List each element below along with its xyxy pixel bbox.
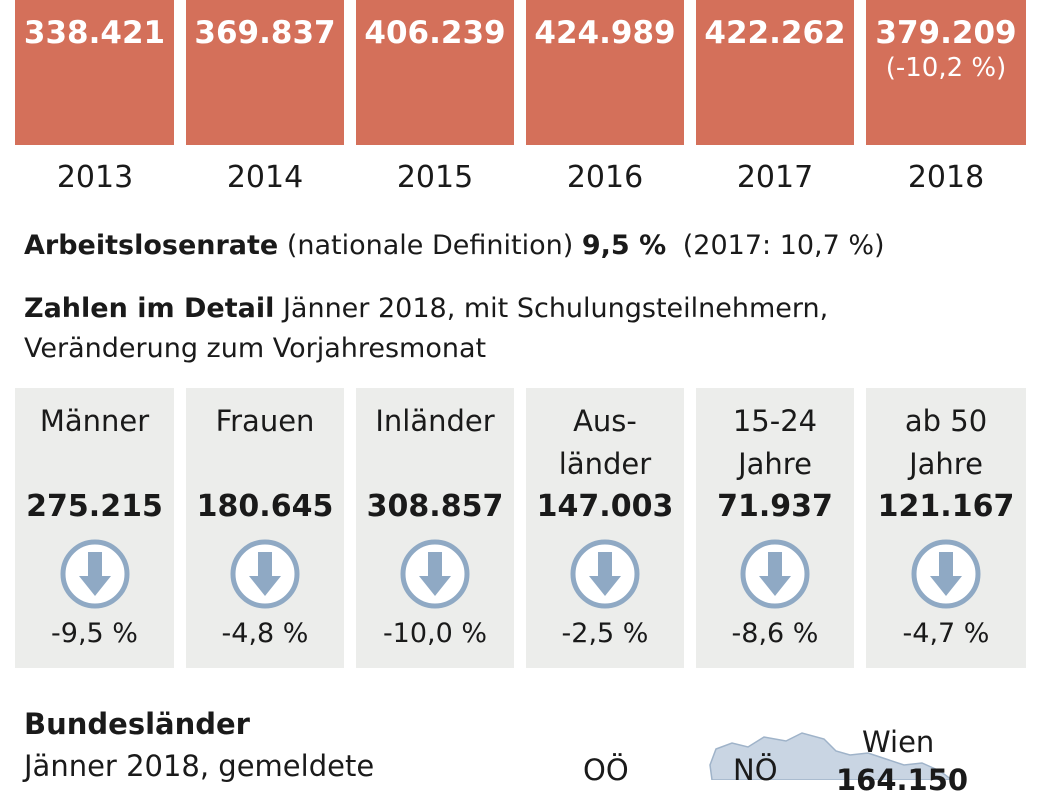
bar-value-label: 406.239	[364, 15, 506, 51]
x-tick-label: 2015	[396, 160, 474, 195]
rate-label: Arbeitslosenrate	[24, 230, 279, 261]
rate-previous: (2017: 10,7 %)	[682, 230, 885, 261]
detail-heading: Zahlen im Detail Jänner 2018, mit Schulu…	[24, 289, 1024, 369]
card-change: -10,0 %	[382, 618, 488, 649]
card-frauen: Frauen 180.645 -4,8 %	[186, 388, 344, 668]
detail-title: Zahlen im Detail	[24, 293, 275, 324]
card-value: 147.003	[536, 489, 674, 524]
map-label-ooe: OÖ	[583, 753, 629, 787]
card-change: -4,7 %	[902, 618, 990, 649]
rate-value: 9,5 %	[581, 230, 667, 261]
bar-2014: 369.837	[186, 0, 344, 145]
card-15-24-jahre: 15-24 Jahre 71.937 -8,6 %	[696, 388, 854, 668]
states-subtitle: Jänner 2018, gemeldete	[24, 749, 375, 783]
card-value: 308.857	[366, 489, 504, 524]
bar-2016: 424.989	[526, 0, 684, 145]
bar-value-label: 338.421	[23, 15, 166, 51]
detail-subtitle-line1: Jänner 2018, mit Schulungsteilnehmern,	[282, 293, 829, 324]
bar-change-label: (-10,2 %)	[885, 53, 1007, 83]
detail-cards: Männer 275.215 -9,5 % Frauen 180.645 -4,…	[0, 388, 1040, 668]
detail-subtitle-line2: Veränderung zum Vorjahresmonat	[24, 333, 487, 364]
unemployment-rate-line: Arbeitslosenrate (nationale Definition) …	[24, 226, 885, 266]
austria-map-shape	[709, 732, 954, 780]
x-tick-label: 2018	[907, 160, 985, 195]
card-auslaender: Aus-länder 147.003 -2,5 %	[526, 388, 684, 668]
card-label: Männer	[39, 404, 150, 438]
states-title: Bundesländer	[24, 707, 250, 741]
bar-value-label: 379.209	[875, 15, 1017, 51]
card-value: 121.167	[877, 489, 1015, 524]
card-label: 15-24 Jahre	[732, 404, 818, 481]
card-change: -9,5 %	[51, 618, 138, 649]
x-tick-label: 2014	[226, 160, 304, 195]
card-label: Frauen	[215, 404, 315, 438]
card-value: 180.645	[196, 489, 334, 524]
bar-2013: 338.421	[15, 0, 174, 145]
bar-chart: 338.421 369.837 406.239 424.989 422.262 …	[0, 0, 1040, 145]
bar-value-label: 422.262	[704, 15, 846, 51]
card-label: Aus-länder	[558, 404, 652, 481]
bar-value-label: 424.989	[534, 15, 676, 51]
x-tick-label: 2016	[566, 160, 644, 195]
map-label-wien: Wien	[862, 725, 935, 759]
arrow-down-circle-icon	[230, 539, 300, 609]
arrow-down-circle-icon	[911, 539, 981, 609]
card-change: -8,6 %	[731, 618, 819, 649]
bar-2017: 422.262	[696, 0, 854, 145]
x-tick-label: 2013	[56, 160, 134, 195]
arrow-down-circle-icon	[400, 539, 470, 609]
card-value: 71.937	[717, 489, 833, 524]
bar-2015: 406.239	[356, 0, 514, 145]
card-ab-50-jahre: ab 50 Jahre 121.167 -4,7 %	[866, 388, 1026, 668]
card-change: -4,8 %	[221, 618, 309, 649]
card-inlaender: Inländer 308.857 -10,0 %	[356, 388, 514, 668]
card-maenner: Männer 275.215 -9,5 %	[15, 388, 174, 668]
map-label-noe: NÖ	[733, 753, 778, 787]
card-label: Inländer	[375, 404, 495, 438]
arrow-down-circle-icon	[740, 539, 810, 609]
bar-2018: 379.209 (-10,2 %)	[866, 0, 1026, 145]
rate-definition: (nationale Definition)	[286, 230, 574, 261]
card-label: ab 50 Jahre	[904, 404, 988, 481]
arrow-down-circle-icon	[60, 539, 129, 609]
map-value-wien: 164.150	[836, 763, 969, 797]
arrow-down-circle-icon	[570, 539, 640, 609]
bar-value-label: 369.837	[194, 15, 336, 51]
x-tick-label: 2017	[736, 160, 814, 195]
card-change: -2,5 %	[561, 618, 649, 649]
card-value: 275.215	[26, 489, 163, 524]
